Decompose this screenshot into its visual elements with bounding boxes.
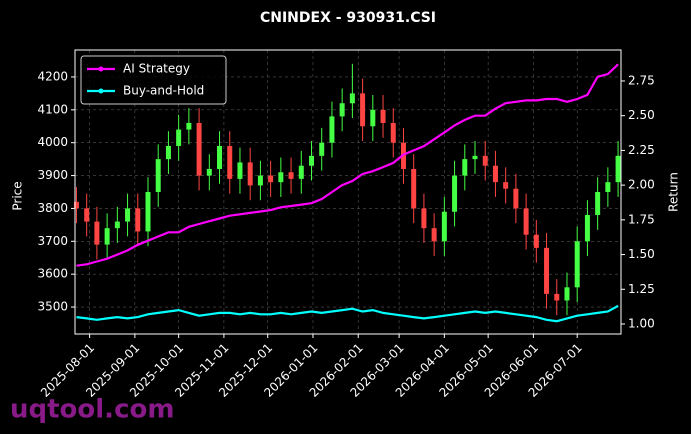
candle-body: [309, 155, 315, 166]
candle-body: [533, 234, 539, 248]
candle-body: [564, 287, 570, 301]
legend-label: AI Strategy: [123, 62, 190, 76]
candle-body: [227, 145, 233, 179]
candle-body: [523, 208, 529, 235]
candle-body: [452, 175, 458, 212]
candle-body: [298, 165, 304, 179]
y2-tick-label: 1.75: [628, 212, 655, 226]
candle-body: [125, 208, 131, 222]
candle-body: [595, 192, 601, 216]
y2-tick-label: 1.25: [628, 282, 655, 296]
candle-body: [615, 155, 621, 183]
y2-axis-label: Return: [667, 172, 681, 212]
candle-body: [492, 165, 498, 183]
candle-body: [472, 155, 478, 160]
candle-body: [349, 93, 355, 104]
legend-box: [80, 55, 227, 105]
candle-body: [441, 211, 447, 242]
y2-tick-label: 1.00: [628, 317, 655, 331]
y2-tick-label: 1.50: [628, 247, 655, 261]
candle-body: [574, 241, 580, 288]
y-tick-label: 3600: [37, 267, 68, 281]
candle-body: [544, 247, 550, 294]
candle-body: [360, 93, 366, 127]
chart-title: CNINDEX - 930931.CSI: [260, 10, 436, 26]
candle-body: [114, 221, 120, 229]
candle-body: [247, 162, 253, 186]
candle-body: [513, 188, 519, 209]
y-tick-label: 4000: [37, 135, 68, 149]
y2-tick-label: 2.50: [628, 108, 655, 122]
candle-body: [288, 172, 294, 179]
candle-body: [206, 168, 212, 176]
candle-body: [421, 208, 427, 229]
legend-label: Buy-and-Hold: [123, 84, 204, 98]
candle-body: [329, 116, 335, 143]
candle-body: [462, 159, 468, 176]
legend-marker: [98, 88, 104, 94]
y2-tick-label: 2.75: [628, 73, 655, 87]
candle-body: [73, 201, 79, 209]
candle-body: [135, 208, 141, 232]
candle-body: [155, 159, 161, 192]
candle-body: [165, 145, 171, 160]
candle-body: [268, 175, 274, 183]
candle-body: [482, 155, 488, 166]
candle-body: [176, 129, 182, 146]
line-series: [76, 63, 619, 267]
candle-body: [257, 175, 263, 186]
candle-body: [278, 172, 284, 183]
y2-tick-label: 2.00: [628, 178, 655, 192]
candle-body: [319, 142, 325, 156]
candle-body: [217, 145, 223, 169]
candle-body: [339, 103, 345, 117]
candle-body: [503, 182, 509, 189]
candle-body: [431, 228, 437, 242]
watermark: uqtool.com: [10, 395, 174, 425]
y-tick-label: 3800: [37, 201, 68, 215]
candle-body: [390, 122, 396, 143]
candle-body: [411, 168, 417, 209]
legend-marker: [98, 66, 104, 72]
line-series: [76, 304, 619, 323]
y-tick-label: 3900: [37, 168, 68, 182]
candle-body: [186, 122, 192, 130]
y-tick-label: 3700: [37, 234, 68, 248]
y-tick-label: 3500: [37, 300, 68, 314]
candle-body: [605, 182, 611, 192]
y-axis-label: Price: [11, 181, 25, 210]
candle-body: [145, 192, 151, 232]
y-tick-label: 4200: [37, 69, 68, 83]
candle-body: [94, 221, 100, 245]
y2-tick-label: 2.25: [628, 143, 655, 157]
candle-body: [584, 215, 590, 242]
candle-body: [84, 208, 90, 222]
candle-body: [370, 109, 376, 127]
plot-frame: [74, 49, 622, 335]
candle-body: [554, 293, 560, 301]
candle-body: [237, 162, 243, 179]
y-tick-label: 4100: [37, 102, 68, 116]
candle-body: [380, 109, 386, 123]
candle-body: [196, 122, 202, 176]
candle-body: [104, 228, 110, 245]
